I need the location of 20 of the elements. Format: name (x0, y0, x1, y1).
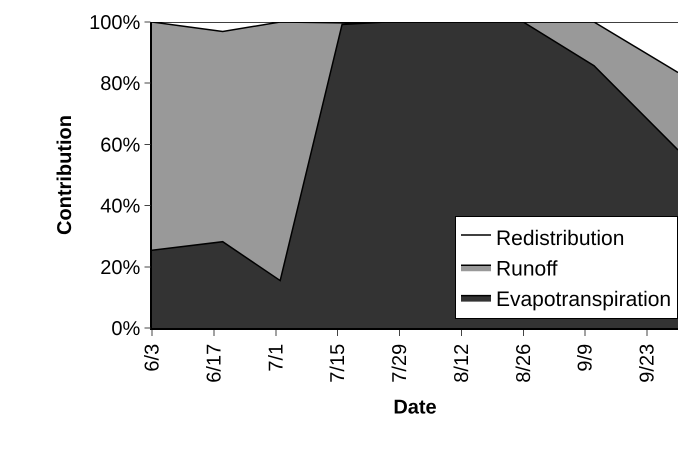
x-tick-label: 7/1 (265, 344, 288, 372)
legend-label: Runoff (496, 257, 558, 280)
x-tick-label: 6/3 (142, 344, 164, 372)
x-axis-title: Date (393, 396, 437, 419)
legend-label: Evapotranspiration (496, 288, 672, 311)
y-tick-label: 60% (100, 134, 140, 156)
x-tick-label: 7/29 (389, 344, 412, 383)
y-tick-label: 0% (111, 318, 140, 340)
y-tick-label: 80% (100, 73, 140, 96)
y-tick-label: 20% (100, 256, 140, 279)
y-tick-label: 100% (89, 12, 140, 34)
legend-label: Redistribution (496, 227, 624, 250)
y-axis-title: Contribution (54, 115, 76, 235)
x-tick-label: 9/9 (574, 344, 597, 372)
x-tick-label: 9/23 (636, 344, 659, 383)
x-tick-label: 8/12 (450, 344, 473, 383)
y-tick-label: 40% (100, 196, 140, 218)
x-tick-label: 6/17 (203, 344, 226, 383)
x-tick-label: 7/15 (327, 344, 350, 383)
x-tick-label: 8/26 (512, 344, 535, 383)
